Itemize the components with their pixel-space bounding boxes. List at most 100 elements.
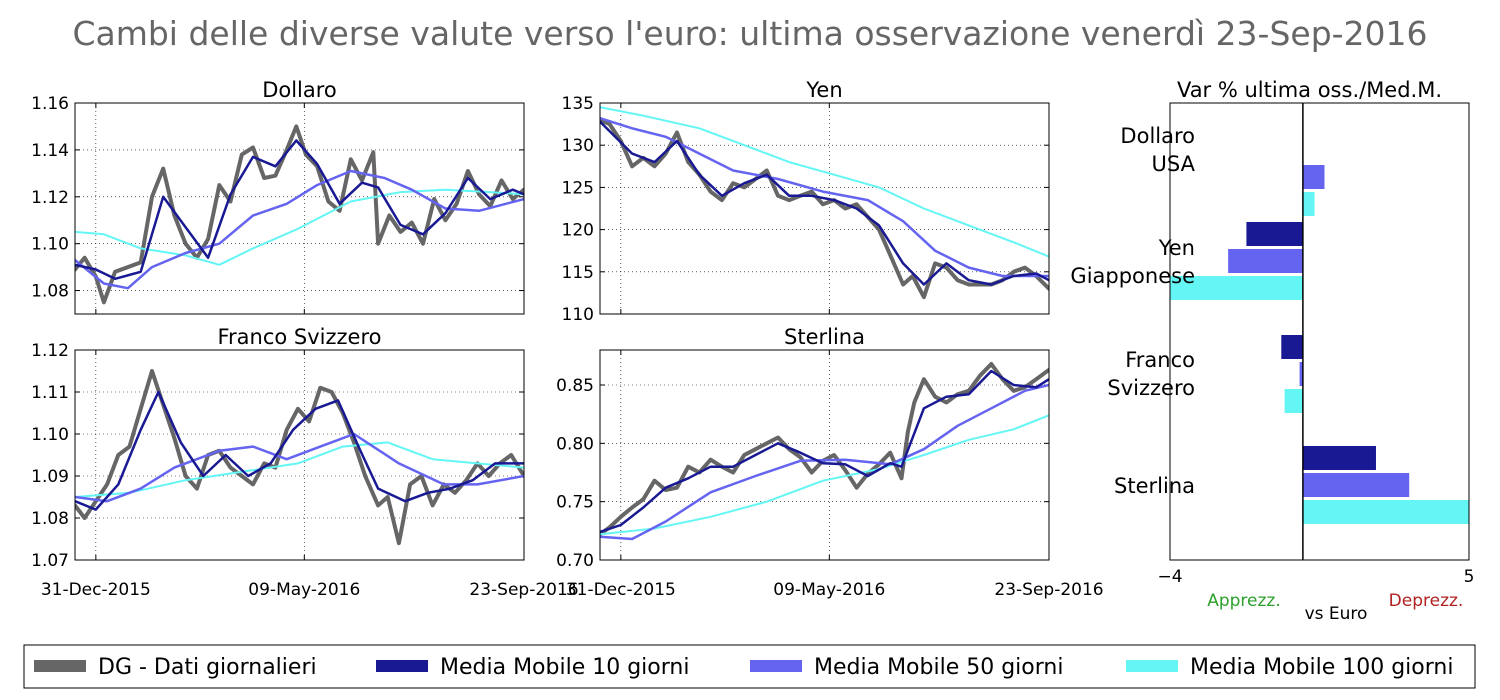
y-tick-label: 0.70	[556, 551, 594, 571]
apprezz-label: Apprezz.	[1207, 591, 1281, 611]
chart-main-title: Cambi delle diverse valute verso l'euro:…	[72, 14, 1428, 53]
category-label-line: Giapponese	[1070, 264, 1195, 288]
panel-sterlina: 0.70 0.75 0.80 0.85 31-Dec-2015 09-May-2016 23…	[556, 325, 1103, 600]
category-label-line: USA	[1152, 152, 1196, 176]
series-line-ma10	[75, 139, 524, 281]
x-tick-label: 5	[1464, 567, 1475, 587]
legend-swatch-dg	[34, 660, 86, 672]
y-tick-label: 130	[562, 136, 594, 156]
plot-frame	[74, 349, 525, 561]
series-group	[600, 362, 1049, 541]
bar-ma100-dollaro	[1302, 192, 1315, 216]
x-tick-label: 31-Dec-2015	[41, 580, 151, 600]
bar-ma50-franco	[1299, 362, 1303, 386]
legend-item-dg: DG - Dati giornalieri	[34, 655, 317, 680]
y-tick-label: 125	[562, 178, 594, 198]
deprezz-label: Deprezz.	[1389, 591, 1464, 611]
y-tick-label: 1.08	[31, 282, 69, 302]
panel-yen: 110 115 120 125 130 135 Yen	[562, 78, 1050, 325]
plot-frame	[74, 102, 525, 315]
series-line-ma10	[75, 390, 524, 511]
series-line-ma100	[600, 106, 1049, 258]
category-label-sterlina: Sterlina	[1114, 474, 1195, 498]
legend: DG - Dati giornalieri Media Mobile 10 gio…	[23, 644, 1476, 689]
category-label-yen: Yen Giapponese	[1070, 236, 1195, 288]
y-tick-label: 1.14	[31, 141, 69, 161]
plot-frame	[599, 349, 1050, 561]
y-tick-label: 0.75	[556, 493, 594, 513]
panel-title: Yen	[805, 78, 842, 102]
legend-item-ma50: Media Mobile 50 giorni	[750, 655, 1063, 680]
category-label-line: Yen	[1158, 236, 1195, 260]
y-tick-label: 1.09	[31, 467, 69, 487]
bar-ma50-sterlina	[1302, 473, 1410, 497]
category-label-line: Dollaro	[1120, 124, 1195, 148]
plot-frame	[599, 102, 1050, 315]
y-tick-label: 1.11	[31, 383, 69, 403]
x-axis-label: vs Euro	[1305, 604, 1368, 624]
x-tick-label: −4	[1157, 567, 1182, 587]
x-tick-label: 23-Sep-2016	[994, 580, 1103, 600]
y-tick-label: 110	[562, 305, 594, 325]
legend-item-ma10: Media Mobile 10 giorni	[376, 655, 689, 680]
series-line-ma100	[600, 414, 1049, 536]
series-group	[600, 106, 1049, 300]
panel-title: Sterlina	[784, 325, 865, 349]
bar-ma10-yen	[1246, 222, 1303, 246]
y-tick-label: 0.80	[556, 434, 594, 454]
series-line-ma10	[600, 120, 1049, 286]
panel-franco-svizzero: 1.07 1.08 1.09 1.10 1.11 1.12 31-Dec-2015 09-Ma…	[31, 325, 578, 600]
x-tick-label: 09-May-2016	[773, 580, 885, 600]
series-line-dg	[75, 124, 524, 305]
series-line-ma10	[600, 369, 1049, 534]
x-tick-label: 31-Dec-2015	[566, 580, 676, 600]
y-tick-label: 0.85	[556, 376, 594, 396]
y-tick-label: 1.16	[31, 94, 69, 114]
bar-ma50-dollaro	[1302, 165, 1325, 189]
legend-swatch-ma100	[1126, 660, 1178, 672]
category-label-dollaro: Dollaro USA	[1120, 124, 1195, 176]
x-tick-label: 09-May-2016	[248, 580, 360, 600]
legend-label: Media Mobile 100 giorni	[1190, 655, 1453, 680]
bar-ma50-yen	[1228, 249, 1303, 273]
category-label-franco: Franco Svizzero	[1107, 348, 1195, 400]
category-label-line: Sterlina	[1114, 474, 1195, 498]
series-group	[75, 369, 524, 546]
panel-title: Franco Svizzero	[217, 325, 381, 349]
series-line-dg	[75, 369, 524, 546]
series-line-ma50	[600, 383, 1049, 541]
y-tick-label: 1.12	[31, 341, 69, 361]
y-tick-label: 115	[562, 263, 594, 283]
y-tick-label: 1.10	[31, 425, 69, 445]
legend-label: Media Mobile 10 giorni	[440, 655, 689, 680]
category-label-line: Franco	[1125, 348, 1195, 372]
panel-dollaro: 1.08 1.10 1.12 1.14 1.16 Dollaro	[31, 78, 525, 315]
y-tick-label: 1.08	[31, 509, 69, 529]
series-group	[75, 124, 524, 305]
series-line-ma50	[600, 116, 1049, 278]
bar-ma10-sterlina	[1302, 446, 1376, 470]
series-line-ma50	[75, 432, 524, 503]
series-line-ma50	[75, 169, 524, 290]
bar-ma100-franco	[1284, 389, 1303, 413]
plot-frame	[1169, 102, 1470, 561]
legend-frame	[23, 644, 1476, 689]
panel-var-percent: −4 5 Dollaro USA Yen Giapponese Franco Svizzero…	[1070, 78, 1475, 624]
y-tick-label: 1.10	[31, 235, 69, 255]
series-line-ma100	[75, 188, 524, 266]
panel-title: Var % ultima oss./Med.M.	[1177, 78, 1442, 102]
bar-ma100-sterlina	[1302, 500, 1469, 524]
bars-group	[1170, 165, 1469, 524]
y-tick-label: 135	[562, 94, 594, 114]
series-line-dg	[600, 362, 1049, 537]
y-tick-label: 1.07	[31, 551, 69, 571]
panel-title: Dollaro	[262, 78, 337, 102]
y-tick-label: 120	[562, 221, 594, 241]
series-line-ma100	[75, 441, 524, 498]
legend-swatch-ma10	[376, 660, 428, 672]
x-tick-label: 23-Sep-2016	[469, 580, 578, 600]
category-label-line: Svizzero	[1107, 376, 1195, 400]
legend-label: DG - Dati giornalieri	[98, 655, 317, 680]
y-tick-label: 1.12	[31, 188, 69, 208]
